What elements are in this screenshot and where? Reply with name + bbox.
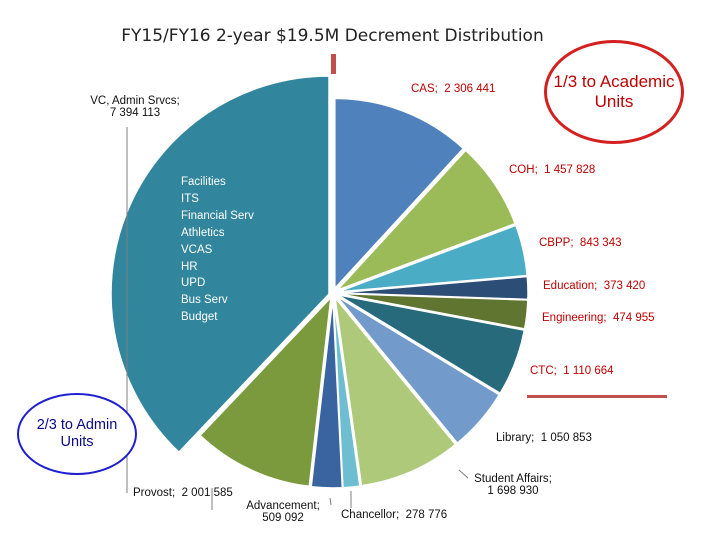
label-student-affairs-value: 1 698 930 <box>487 485 539 497</box>
label-advancement-name: Advancement <box>246 500 317 512</box>
label-advancement: Advancement; 509 092 <box>228 500 338 524</box>
label-provost: Provost; 2 001 585 <box>133 487 233 499</box>
label-ctc: CTC; 1 110 664 <box>530 365 614 377</box>
label-student-affairs-name: Student Affairs <box>474 473 549 485</box>
label-chancellor-value: 278 776 <box>405 509 448 521</box>
label-vc-admin: VC, Admin Srvcs; 7 394 113 <box>72 95 198 119</box>
leader-line-2 <box>329 497 332 506</box>
pie-slice-student-affairs <box>333 295 457 487</box>
label-provost-value: 2 001 585 <box>181 487 233 499</box>
chart-title: FY15/FY16 2-year $19.5M Decrement Distri… <box>121 26 544 46</box>
label-coh-value: 1 457 828 <box>544 164 596 176</box>
label-vc-admin-name: VC, Admin Srvcs <box>90 95 177 107</box>
split-marker-side <box>527 395 667 398</box>
label-advancement-value: 509 092 <box>262 512 304 524</box>
label-coh-name: COH <box>509 164 535 176</box>
admin-unit-item: Budget <box>181 311 218 324</box>
split-marker-top <box>331 54 336 74</box>
pie-slice-library <box>336 295 501 445</box>
label-cbpp-name: CBPP <box>539 237 571 249</box>
label-chancellor-name: Chancellor <box>341 509 396 521</box>
label-engineering-value: 474 955 <box>612 312 655 324</box>
pie-slice-advancement <box>310 297 344 489</box>
label-cas-value: 2 306 441 <box>444 83 496 95</box>
label-education-name: Education <box>543 280 595 292</box>
label-library: Library; 1 050 853 <box>496 432 592 444</box>
label-student-affairs: Student Affairs; 1 698 930 <box>458 473 568 497</box>
admin-unit-item: VCAS <box>181 243 213 256</box>
label-cbpp-value: 843 343 <box>579 237 622 249</box>
label-cas: CAS; 2 306 441 <box>411 83 496 95</box>
pie-slice-coh <box>336 149 517 291</box>
leader-line-4 <box>458 469 469 479</box>
academic-units-callout: 1/3 to Academic Units <box>544 40 684 144</box>
label-ctc-value: 1 110 664 <box>563 365 614 377</box>
label-engineering: Engineering; 474 955 <box>542 312 655 324</box>
pie-slice-cas <box>334 97 465 291</box>
admin-unit-item: Athletics <box>181 226 225 239</box>
label-cas-name: CAS <box>411 83 435 95</box>
pie-slice-ctc <box>337 294 526 395</box>
admin-unit-item: HR <box>181 260 198 273</box>
admin-units-callout: 2/3 to Admin Units <box>17 393 137 475</box>
admin-units-list: Facilities ITS Financial Serv Athletics VCAS… <box>181 174 254 326</box>
pie-slice-engineering <box>337 292 529 330</box>
label-ctc-name: CTC <box>530 365 554 377</box>
admin-unit-item: Facilities <box>181 176 226 188</box>
admin-unit-item: ITS <box>181 192 199 205</box>
label-engineering-name: Engineering <box>542 312 604 324</box>
label-education: Education; 373 420 <box>543 280 646 292</box>
label-vc-admin-value: 7 394 113 <box>109 107 161 119</box>
label-library-value: 1 050 853 <box>540 432 592 444</box>
label-provost-name: Provost <box>133 487 172 499</box>
label-coh: COH; 1 457 828 <box>509 164 596 176</box>
admin-unit-item: Bus Serv <box>181 294 228 307</box>
pie-slice-cbpp <box>337 224 528 293</box>
label-library-name: Library <box>496 432 532 444</box>
admin-unit-item: UPD <box>181 277 206 290</box>
admin-unit-item: Financial Serv <box>181 209 254 222</box>
label-education-value: 373 420 <box>603 280 646 292</box>
label-cbpp: CBPP; 843 343 <box>539 237 622 249</box>
label-chancellor: Chancellor; 278 776 <box>341 509 448 521</box>
pie-slice-provost <box>199 295 332 488</box>
